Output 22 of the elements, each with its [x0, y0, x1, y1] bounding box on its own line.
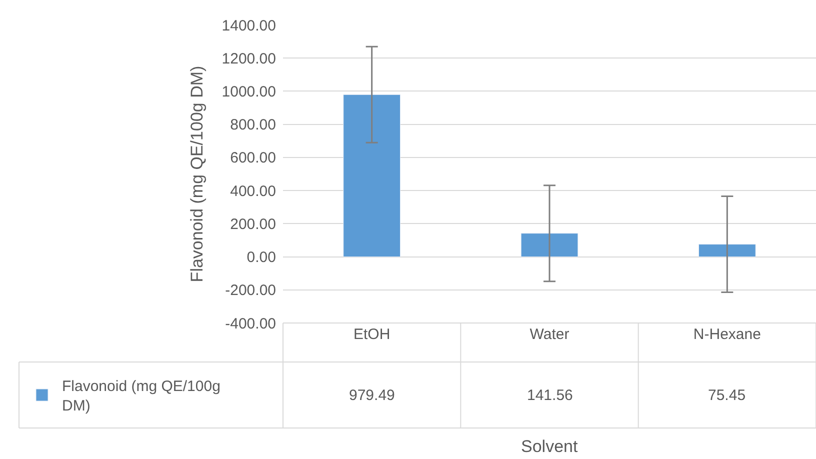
- y-tick-label: 200.00: [230, 216, 276, 233]
- bar: [520, 233, 578, 258]
- y-tick-label: 800.00: [230, 116, 276, 134]
- y-tick-label: -400.00: [225, 315, 276, 332]
- data-label: 75.45: [708, 387, 746, 404]
- x-tick-label: Water: [530, 326, 570, 343]
- y-tick-label: 0.00: [246, 249, 276, 266]
- y-axis-title: Flavonoid (mg QE/100g DM): [187, 66, 206, 282]
- y-tick-label: 600.00: [230, 150, 276, 167]
- text: Solvent: [521, 437, 578, 456]
- bar: [343, 94, 401, 258]
- y-tick-label: 1200.00: [222, 50, 276, 68]
- y-tick-label: 1400.00: [222, 17, 276, 34]
- y-tick-label: 1000.00: [222, 83, 276, 100]
- legend-label: Flavonoid (mg QE/100g DM): [62, 378, 220, 415]
- y-tick-label: -200.00: [225, 282, 276, 300]
- y-tick-label: 400.00: [230, 182, 276, 200]
- x-tick-label: EtOH: [353, 326, 390, 343]
- x-tick-label: N-Hexane: [693, 326, 761, 343]
- data-label: 141.56: [527, 387, 573, 404]
- data-label: 979.49: [349, 387, 395, 404]
- bar: [698, 244, 756, 258]
